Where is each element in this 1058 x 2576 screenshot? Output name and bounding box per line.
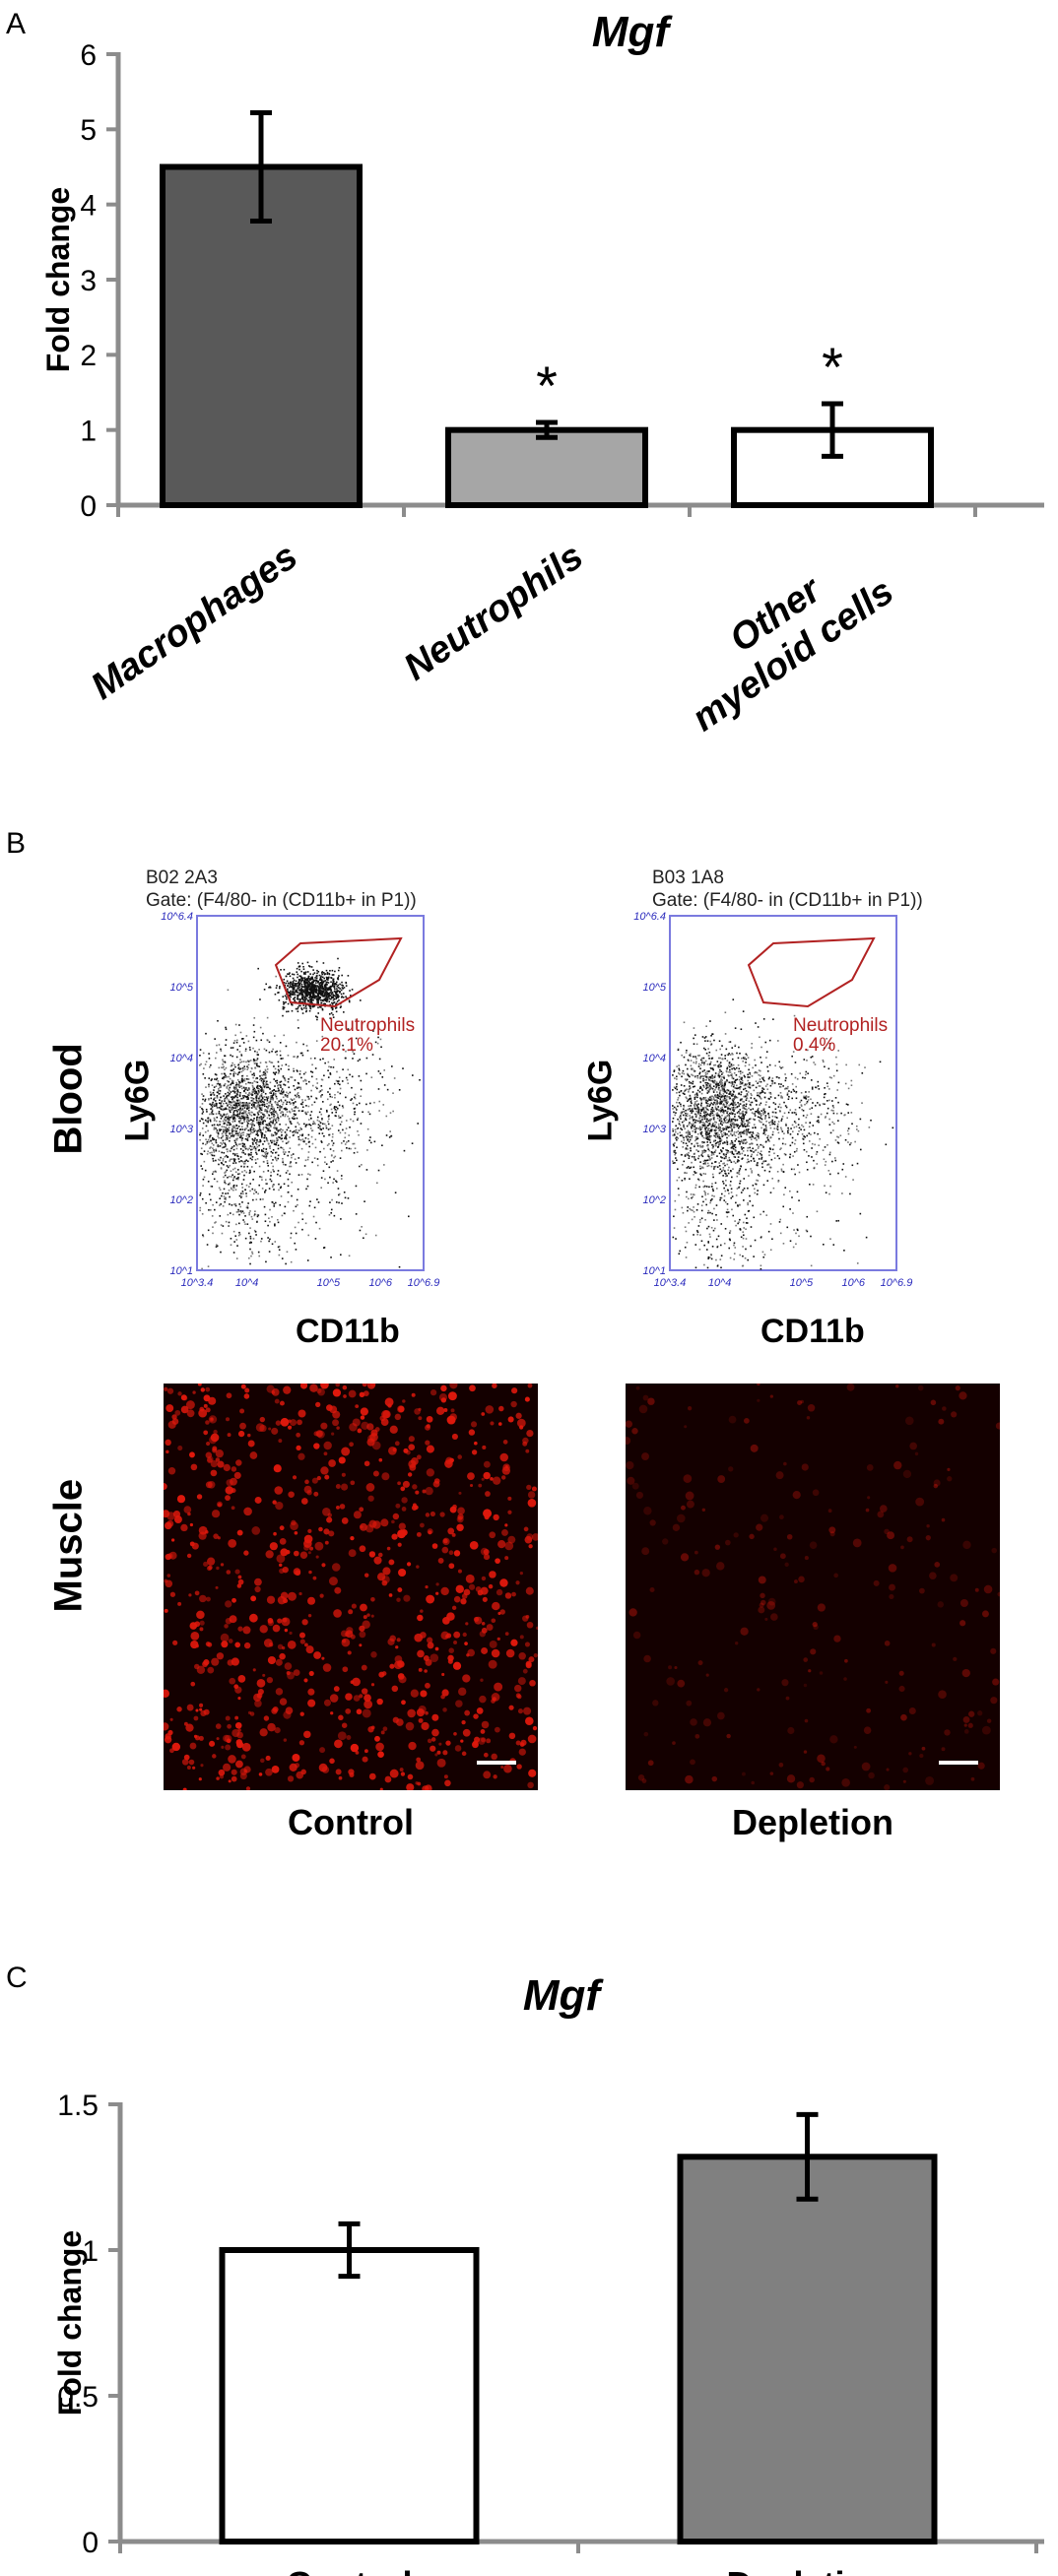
chart-a-y-tick-label: 0 xyxy=(80,490,97,523)
condition-label-depletion: Depletion xyxy=(731,1802,893,1842)
flow-plot-1-gate xyxy=(274,936,403,1008)
chart-a-bar xyxy=(445,426,648,508)
flow-plot-1-xlabel: CD11b xyxy=(296,1313,400,1350)
chart-c-bar xyxy=(677,2154,938,2544)
condition-label-control: Control xyxy=(288,1802,414,1842)
muscle-depletion-background xyxy=(626,1384,1000,1790)
chart-a-y-tick-label: 2 xyxy=(80,340,97,372)
chart-c-y-tick-label: 0.5 xyxy=(57,2381,99,2414)
muscle-image-control xyxy=(164,1384,538,1790)
flow-plot-2-gate-percent: 0.4% xyxy=(793,1035,835,1056)
flow-plot-1-plot-frame xyxy=(196,915,425,1271)
flow-plot-2-x-tick-label: 10^5 xyxy=(790,1277,814,1289)
chart-c: 0 0.5 1 1.5 Control Depletion Fold change xyxy=(52,2090,1044,2576)
chart-c-y-axis-label: Fold change xyxy=(52,2230,88,2415)
flow-plot-2-ylabel: Ly6G xyxy=(581,1059,620,1142)
row-label-muscle: Muscle xyxy=(46,1478,91,1613)
panel-letter-a: A xyxy=(6,8,27,40)
flow-plot-2-x-tick-label: 10^3.4 xyxy=(654,1277,687,1289)
flow-plot-2-x-tick-label: 10^6 xyxy=(842,1277,866,1289)
flow-plot-1-x-tick-label: 10^5 xyxy=(317,1277,341,1289)
chart-a-y-axis-label: Fold change xyxy=(40,187,76,372)
flow-plot-2-gate xyxy=(747,936,876,1008)
chart-a-y-tick-label: 6 xyxy=(80,39,97,72)
chart-a-category-label: Neutrophils xyxy=(397,536,591,689)
flow-plot-1-gate-percent: 20.1% xyxy=(320,1035,373,1056)
chart-a-category-label: Macrophages xyxy=(84,536,305,708)
svg-text:Neutrophils: Neutrophils xyxy=(397,536,591,689)
muscle-control-cells xyxy=(164,1384,538,1790)
flow-plot-2-y-tick-label: 10^3 xyxy=(642,1124,666,1135)
flow-plot-2-xlabel: CD11b xyxy=(760,1313,865,1350)
chart-c-y-tick-label: 1.5 xyxy=(57,2090,99,2122)
row-label-blood: Blood xyxy=(46,1043,91,1155)
flow-plot-1-events xyxy=(199,957,421,1270)
chart-a: 0 1 2 3 4 5 6 Macrophages * Neutrophils * Othermyel… xyxy=(40,39,1044,740)
chart-a-significance-mark: * xyxy=(822,336,843,398)
chart-a-y-tick-label: 3 xyxy=(80,265,97,297)
flow-plot-2-y-tick-label: 10^1 xyxy=(642,1265,666,1277)
muscle-image-depletion xyxy=(626,1384,1000,1790)
flow-plot-1-ylabel: Ly6G xyxy=(118,1059,157,1142)
chart-a-y-tick-label: 4 xyxy=(80,189,97,222)
flow-plot-1-x-tick-label: 10^6 xyxy=(369,1277,393,1289)
chart-c-category-label: Control xyxy=(287,2564,413,2576)
flow-plot-1-x-tick-label: 10^6.9 xyxy=(408,1277,440,1289)
flow-plot-2-gate: Gate: (F4/80- in (CD11b+ in P1)) xyxy=(652,890,923,911)
flow-plot-1-y-tick-label: 10^6.4 xyxy=(161,911,193,923)
panel-letter-c: C xyxy=(6,1962,28,1994)
flow-plot-1-x-tick-label: 10^4 xyxy=(235,1277,259,1289)
panel-letter-b: B xyxy=(6,827,27,860)
flow-plot-1-y-tick-label: 10^4 xyxy=(169,1053,193,1064)
flow-plot-1-sample: B02 2A3 xyxy=(146,868,218,888)
chart-a-y-tick-label: 5 xyxy=(80,114,97,147)
chart-c-y-tick-label: 1 xyxy=(82,2235,99,2268)
flow-plot-2-events xyxy=(672,998,894,1270)
flow-plot-2-gate-name: Neutrophils xyxy=(793,1015,888,1036)
chart-c-bar xyxy=(219,2247,480,2544)
chart-c-y-tick-label: 0 xyxy=(82,2527,99,2559)
flow-plot-1-gate: Gate: (F4/80- in (CD11b+ in P1)) xyxy=(146,890,417,911)
flow-plot-2-y-tick-label: 10^5 xyxy=(642,982,666,994)
flow-plot-2-sample: B03 1A8 xyxy=(652,868,724,888)
muscle-depletion-cells xyxy=(626,1384,1000,1790)
chart-a-y-tick-label: 1 xyxy=(80,415,97,447)
flow-plot-2-y-tick-label: 10^4 xyxy=(642,1053,666,1064)
flow-plot-1-y-tick-label: 10^5 xyxy=(169,982,193,994)
chart-a-title: Mgf xyxy=(591,8,670,56)
flow-plot-1-y-tick-label: 10^2 xyxy=(169,1194,193,1206)
flow-plot-2-y-tick-label: 10^2 xyxy=(642,1194,666,1206)
flow-plot-1-gate-name: Neutrophils xyxy=(320,1015,415,1036)
flow-plot-1-y-tick-label: 10^3 xyxy=(169,1124,193,1135)
chart-c-title: Mgf xyxy=(522,1971,601,2020)
chart-c-category-label: Depletion xyxy=(726,2564,888,2576)
flow-plot-2-y-tick-label: 10^6.4 xyxy=(633,911,666,923)
chart-a-significance-mark: * xyxy=(536,354,558,417)
flow-plot-2-x-tick-label: 10^6.9 xyxy=(881,1277,913,1289)
flow-plot-1-y-tick-label: 10^1 xyxy=(169,1265,193,1277)
flow-plot-1-x-tick-label: 10^3.4 xyxy=(181,1277,214,1289)
flow-plot-2-plot-frame xyxy=(669,915,897,1271)
flow-plot-2-x-tick-label: 10^4 xyxy=(708,1277,732,1289)
svg-text:Macrophages: Macrophages xyxy=(84,536,305,708)
